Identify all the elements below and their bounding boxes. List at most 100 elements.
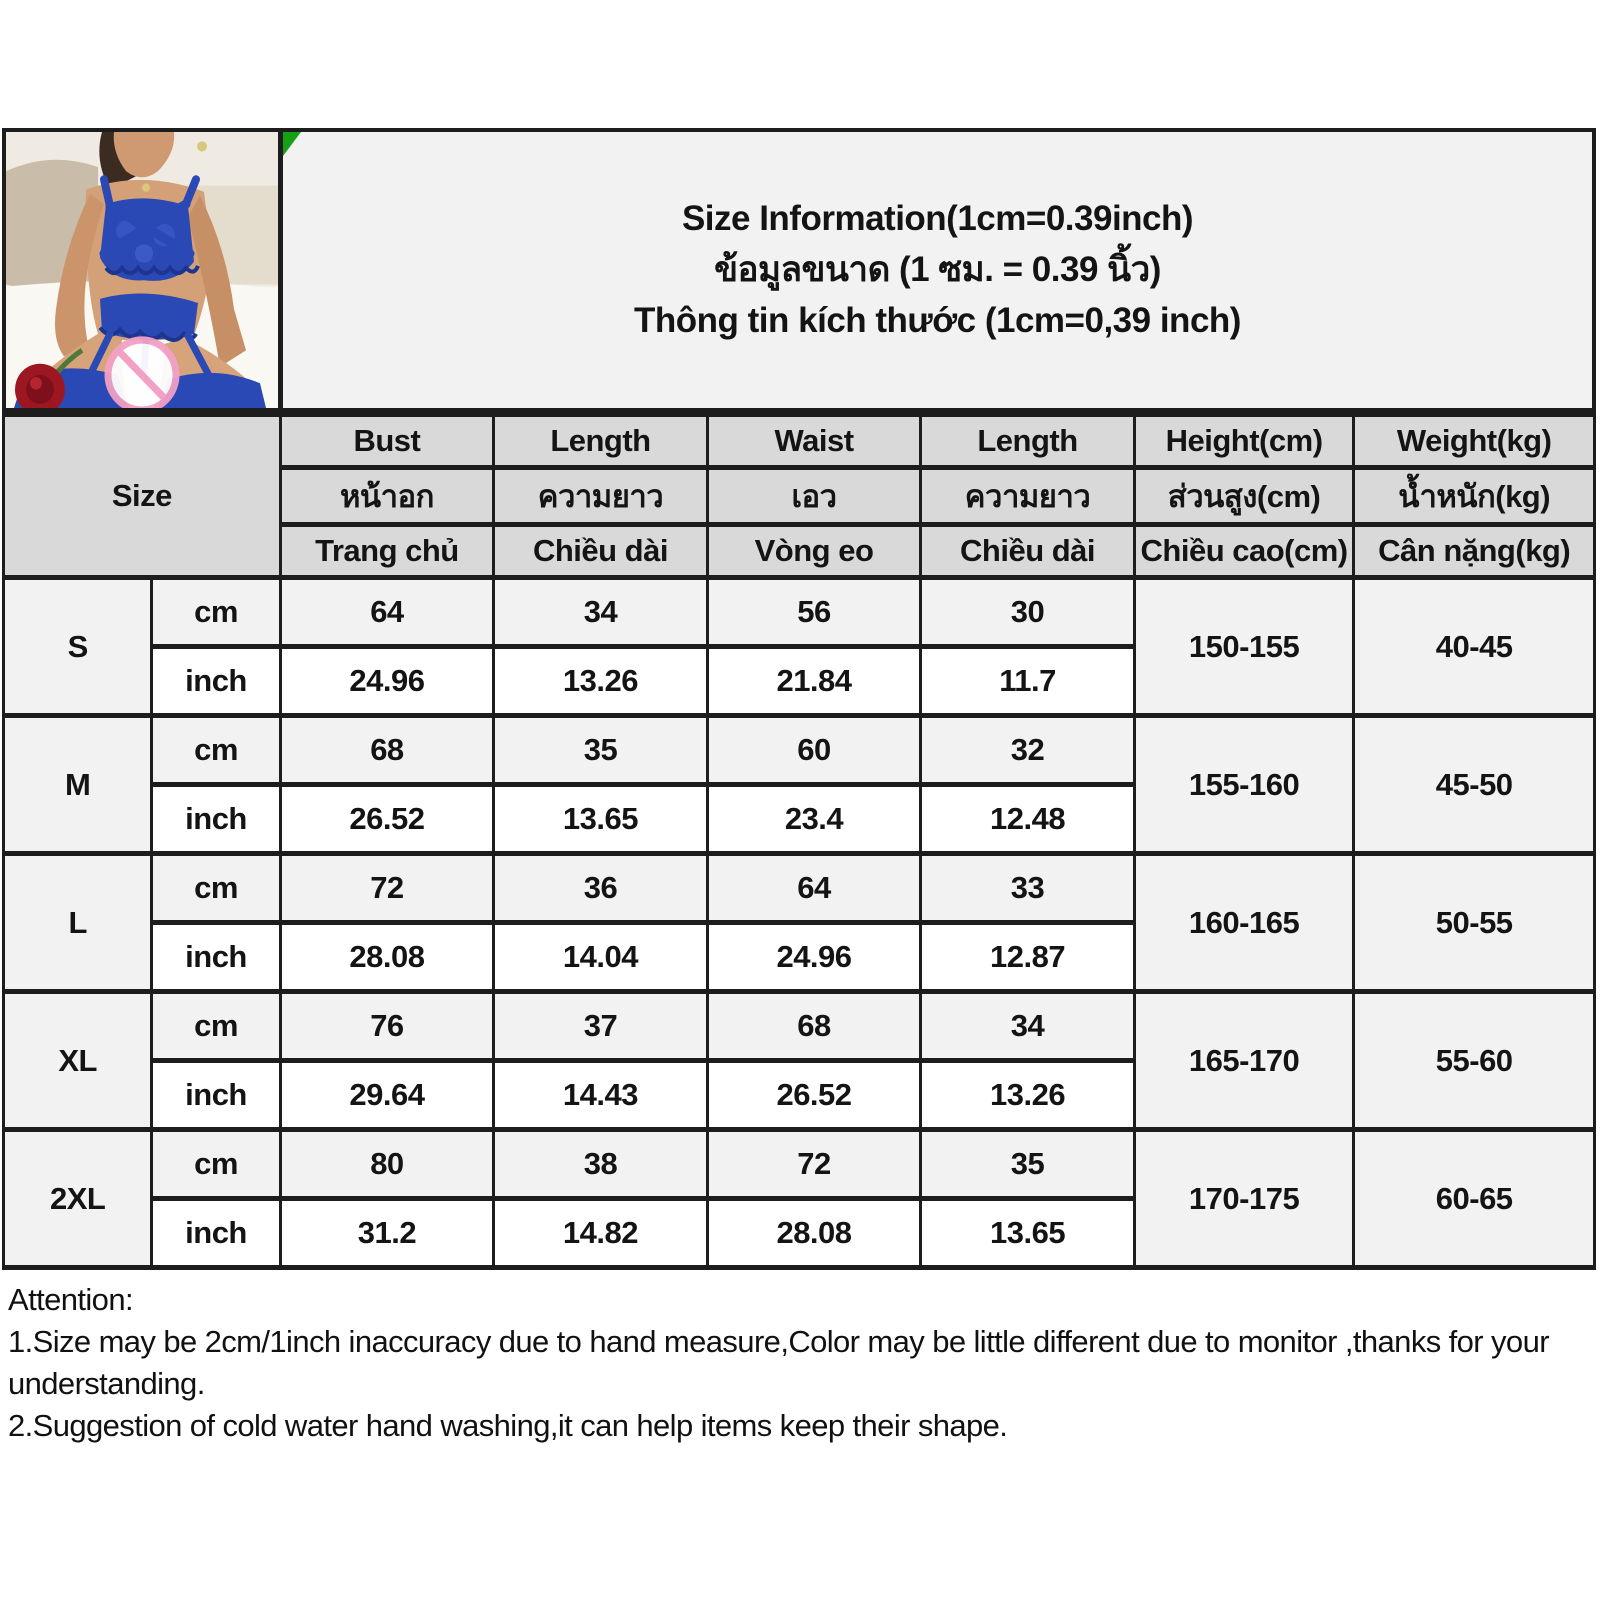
cell-l-height: 160-165 — [1132, 851, 1356, 994]
col-header-bust-en: Bust — [278, 412, 496, 470]
cell-m-bust-inch: 26.52 — [278, 782, 496, 856]
header-row-th: หน้าอก ความยาว เอว ความยาว ส่วนสูง(cm) น… — [4, 465, 1596, 527]
cell-xl-height: 165-170 — [1132, 989, 1356, 1132]
earring — [197, 141, 207, 152]
cell-xl-length1-inch: 14.43 — [492, 1058, 709, 1132]
unit-label-cm: cm — [150, 989, 282, 1063]
unit-label-cm: cm — [150, 851, 282, 925]
table-row: inch 29.64 14.43 26.52 13.26 — [4, 1058, 1595, 1132]
product-photo — [6, 132, 283, 408]
cell-l-weight: 50-55 — [1352, 851, 1596, 994]
cell-m-bust-cm: 68 — [278, 713, 496, 787]
cell-2xl-length2-cm: 35 — [919, 1127, 1136, 1201]
cell-m-height: 155-160 — [1132, 713, 1356, 856]
cell-s-length2-inch: 11.7 — [919, 644, 1136, 718]
cell-s-length1-cm: 34 — [492, 575, 709, 649]
col-header-waist-th: เอว — [705, 465, 923, 527]
size-label-l: L — [1, 851, 154, 994]
unit-label-inch: inch — [150, 644, 282, 718]
unit-label-inch: inch — [150, 782, 282, 856]
size-label-m: M — [1, 713, 154, 856]
content-area: Size Information(1cm=0.39inch) ข้อมูลขนา… — [1, 128, 1596, 1449]
cell-s-bust-inch: 24.96 — [278, 644, 496, 718]
cell-2xl-bust-inch: 31.2 — [278, 1196, 496, 1270]
necklace — [142, 183, 150, 192]
unit-label-cm: cm — [150, 1127, 282, 1201]
blue-lace-bra — [99, 175, 200, 281]
col-header-length2-en: Length — [919, 412, 1136, 470]
col-header-waist-vi: Vòng eo — [705, 522, 923, 580]
title-vietnamese: Thông tin kích thước (1cm=0,39 inch) — [634, 301, 1241, 340]
unit-label-cm: cm — [150, 713, 282, 787]
table-row: inch 28.08 14.04 24.96 12.87 — [4, 920, 1595, 994]
cell-s-length2-cm: 30 — [919, 575, 1136, 649]
cell-2xl-height: 170-175 — [1132, 1127, 1356, 1270]
cell-m-weight: 45-50 — [1352, 713, 1596, 856]
stocking-right — [158, 372, 266, 408]
unit-label-inch: inch — [150, 1196, 282, 1270]
col-header-weight-vi: Cân nặng(kg) — [1352, 522, 1596, 580]
cell-s-weight: 40-45 — [1352, 575, 1596, 718]
col-header-height-en: Height(cm) — [1132, 412, 1356, 470]
col-header-weight-th: น้ำหนัก(kg) — [1352, 465, 1596, 527]
col-header-bust-th: หน้าอก — [278, 465, 496, 527]
col-header-length2-th: ความยาว — [919, 465, 1136, 527]
cell-2xl-length1-cm: 38 — [492, 1127, 709, 1201]
cell-l-length1-inch: 14.04 — [492, 920, 709, 994]
cell-m-waist-cm: 60 — [705, 713, 923, 787]
cell-xl-waist-inch: 26.52 — [705, 1058, 923, 1132]
cell-xl-length1-cm: 37 — [492, 989, 709, 1063]
col-header-height-th: ส่วนสูง(cm) — [1132, 465, 1356, 527]
size-label-s: S — [1, 575, 154, 718]
attention-note-2: 2.Suggestion of cold water hand washing,… — [8, 1408, 1008, 1443]
header-row: Size Information(1cm=0.39inch) ข้อมูลขนา… — [2, 128, 1596, 412]
size-label-2xl: 2XL — [1, 1127, 154, 1270]
table-row: XL cm 76 37 68 34 165-170 55-60 — [1, 989, 1596, 1132]
table-row: inch 31.2 14.82 28.08 13.65 — [4, 1196, 1595, 1270]
cell-xl-length2-cm: 34 — [919, 989, 1136, 1063]
col-header-waist-en: Waist — [705, 412, 923, 470]
cell-2xl-length2-inch: 13.65 — [919, 1196, 1136, 1270]
col-header-bust-vi: Trang chủ — [278, 522, 496, 580]
cell-2xl-length1-inch: 14.82 — [492, 1196, 709, 1270]
cell-2xl-weight: 60-65 — [1352, 1127, 1596, 1270]
cell-xl-weight: 55-60 — [1352, 989, 1596, 1132]
attention-title: Attention: — [8, 1282, 134, 1317]
table-row: inch 24.96 13.26 21.84 11.7 — [4, 644, 1595, 718]
cell-xl-waist-cm: 68 — [705, 989, 923, 1063]
cell-l-length2-inch: 12.87 — [919, 920, 1136, 994]
cell-m-waist-inch: 23.4 — [705, 782, 923, 856]
cell-xl-bust-cm: 76 — [278, 989, 496, 1063]
lingerie-model-illustration — [6, 132, 278, 408]
cell-l-waist-cm: 64 — [705, 851, 923, 925]
table-row: L cm 72 36 64 33 160-165 50-55 — [1, 851, 1596, 994]
cell-s-length1-inch: 13.26 — [492, 644, 709, 718]
cell-s-waist-inch: 21.84 — [705, 644, 923, 718]
cell-l-waist-inch: 24.96 — [705, 920, 923, 994]
cell-l-bust-cm: 72 — [278, 851, 496, 925]
col-header-length1-en: Length — [492, 412, 709, 470]
rose — [15, 348, 84, 408]
size-label-xl: XL — [1, 989, 154, 1132]
cell-l-length2-cm: 33 — [919, 851, 1136, 925]
censored-icon — [104, 336, 180, 408]
unit-label-inch: inch — [150, 920, 282, 994]
col-header-length1-th: ความยาว — [492, 465, 709, 527]
cell-s-bust-cm: 64 — [278, 575, 496, 649]
col-header-weight-en: Weight(kg) — [1352, 412, 1596, 470]
col-header-length2-vi: Chiều dài — [919, 522, 1136, 580]
title-english: Size Information(1cm=0.39inch) — [681, 199, 1194, 238]
cell-s-waist-cm: 56 — [705, 575, 923, 649]
cell-xl-length2-inch: 13.26 — [919, 1058, 1136, 1132]
cell-m-length2-cm: 32 — [919, 713, 1136, 787]
size-header-cell: Size — [2, 412, 282, 580]
table-row: 2XL cm 80 38 72 35 170-175 60-65 — [1, 1127, 1596, 1270]
cell-2xl-waist-cm: 72 — [705, 1127, 923, 1201]
table-row: S cm 64 34 56 30 150-155 40-45 — [1, 575, 1596, 718]
col-header-height-vi: Chiều cao(cm) — [1132, 522, 1356, 580]
attention-notes: Attention: 1.Size may be 2cm/1inch inacc… — [2, 1277, 1596, 1449]
cell-m-length2-inch: 12.48 — [919, 782, 1136, 856]
title-thai: ข้อมูลขนาด (1 ซม. = 0.39 นิ้ว) — [714, 250, 1161, 289]
size-table: Size Bust Length Waist Length Height(cm)… — [1, 412, 1596, 1270]
